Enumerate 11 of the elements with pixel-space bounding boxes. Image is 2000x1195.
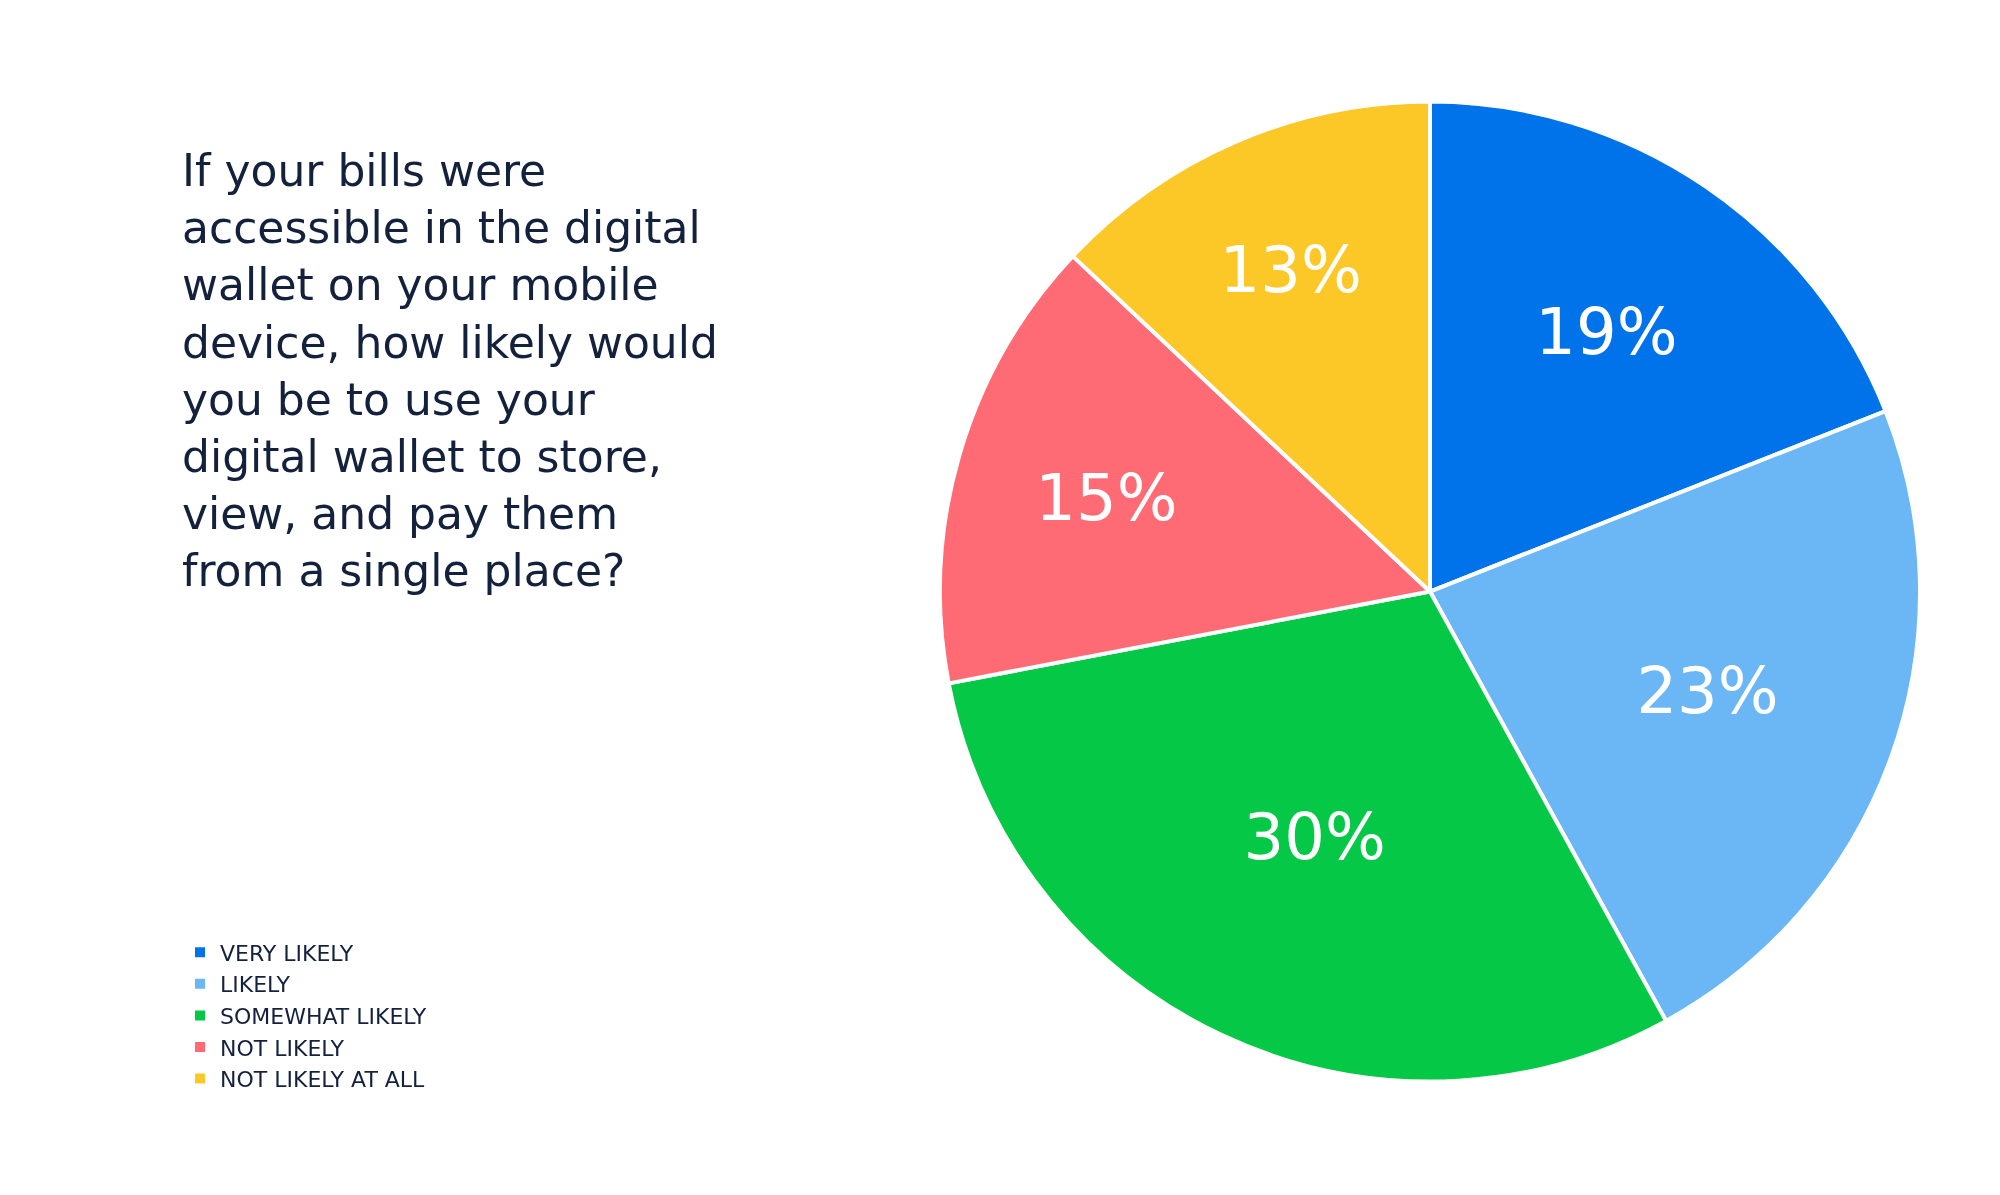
data-label: 19% <box>1535 295 1678 370</box>
data-label: 23% <box>1636 654 1779 729</box>
text: If your bills were accessible in the digital wallet on your mobile device, how likely would you be to use your digital wallet to store, view, and pay them from a single place? <box>182 145 718 597</box>
data-label: 15% <box>1035 460 1178 535</box>
legend-label: LIKELY <box>220 972 291 998</box>
legend-label: VERY LIKELY <box>220 940 354 966</box>
data-label: 13% <box>1219 232 1362 307</box>
legend-label: NOT LIKELY <box>220 1035 345 1061</box>
legend-label: SOMEWHAT LIKELY <box>220 1003 427 1029</box>
legend-label: NOT LIKELY AT ALL <box>220 1067 426 1093</box>
data-label: 30% <box>1243 799 1386 874</box>
